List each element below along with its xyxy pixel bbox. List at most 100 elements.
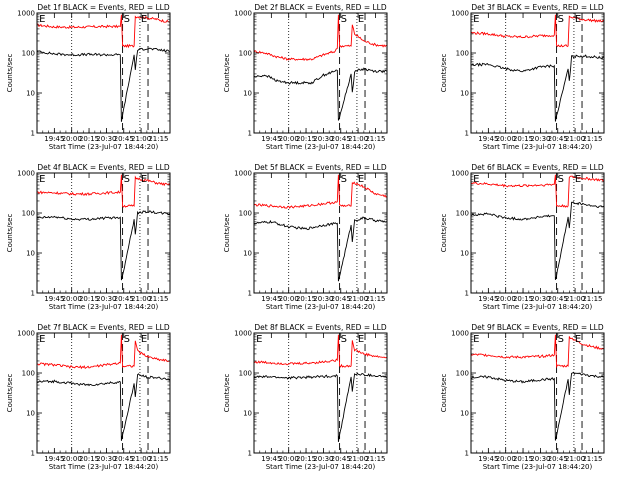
x-tick-label: 20:00: [62, 295, 82, 303]
series-line-events: [253, 372, 388, 442]
x-tick-label: 20:45: [548, 455, 568, 463]
event-marker-label: E: [575, 174, 581, 185]
panel-5: Det 5f BLACK = Events, RED = LLD 1 10 100 10…: [223, 163, 388, 311]
y-tick-label: 10: [460, 250, 469, 258]
y-tick-label: 1000: [451, 170, 469, 178]
panel-3: Det 3f BLACK = Events, RED = LLD 1 10 100 10…: [440, 3, 605, 151]
y-tick-label: 10: [460, 410, 469, 418]
y-tick-label: 1: [465, 130, 469, 138]
y-tick-label: 100: [456, 50, 469, 58]
y-tick-label: 100: [239, 370, 252, 378]
y-axis-label: Counts/sec: [223, 54, 231, 93]
y-tick-label: 1: [31, 290, 35, 298]
y-tick-label: 100: [22, 50, 35, 58]
y-tick-label: 1: [465, 450, 469, 458]
y-axis-label: Counts/sec: [6, 374, 14, 413]
y-tick-label: 1000: [17, 170, 35, 178]
y-tick-label: 1000: [451, 10, 469, 18]
panel-title: Det 1f BLACK = Events, RED = LLD: [37, 3, 170, 12]
event-marker-label: E: [256, 334, 262, 345]
y-tick-label: 10: [26, 410, 35, 418]
y-tick-label: 1000: [234, 10, 252, 18]
x-tick-label: 19:45: [44, 135, 64, 143]
x-tick-label: 20:00: [496, 135, 516, 143]
y-tick-label: 1000: [17, 10, 35, 18]
event-marker-label: S: [124, 174, 130, 185]
y-tick-label: 10: [243, 250, 252, 258]
x-tick-label: 20:15: [513, 135, 533, 143]
x-tick-label: 20:45: [548, 295, 568, 303]
x-tick-label: 20:30: [313, 455, 333, 463]
panel-6: Det 6f BLACK = Events, RED = LLD 1 10 100 10…: [440, 163, 605, 311]
series-line-lld: [37, 14, 171, 49]
x-axis-label: Start Time (23-Jul-07 18:44:20): [266, 143, 376, 151]
event-marker-label: E: [473, 334, 479, 345]
series-line-lld: [253, 334, 388, 368]
event-marker-label: E: [575, 14, 581, 25]
x-tick-label: 21:00: [131, 135, 151, 143]
x-tick-label: 20:30: [530, 295, 550, 303]
y-axis-label: Counts/sec: [6, 54, 14, 93]
series-line-events: [36, 210, 171, 281]
event-marker-label: E: [473, 14, 479, 25]
x-tick-label: 19:45: [44, 295, 64, 303]
y-tick-label: 1000: [234, 330, 252, 338]
x-tick-label: 21:15: [148, 135, 168, 143]
plot-frame: [470, 12, 605, 134]
event-marker-label: E: [358, 334, 364, 345]
series-line-events: [36, 47, 170, 122]
x-tick-label: 21:15: [582, 455, 602, 463]
panel-title: Det 8f BLACK = Events, RED = LLD: [254, 323, 387, 332]
x-tick-label: 20:00: [279, 455, 299, 463]
x-tick-label: 20:15: [513, 295, 533, 303]
panel-4: Det 4f BLACK = Events, RED = LLD 1 10 100 10…: [6, 163, 171, 311]
x-tick-label: 21:00: [348, 135, 368, 143]
x-axis-label: Start Time (23-Jul-07 18:44:20): [483, 463, 593, 471]
plot-frame: [470, 332, 605, 454]
x-tick-label: 21:00: [348, 295, 368, 303]
x-tick-label: 20:45: [114, 295, 134, 303]
event-marker-label: E: [575, 334, 581, 345]
x-tick-label: 20:30: [96, 455, 116, 463]
x-tick-label: 20:30: [96, 135, 116, 143]
y-tick-label: 1: [248, 290, 252, 298]
x-axis-label: Start Time (23-Jul-07 18:44:20): [49, 463, 159, 471]
series-line-events: [253, 67, 388, 121]
x-axis-label: Start Time (23-Jul-07 18:44:20): [483, 303, 593, 311]
event-marker-label: S: [341, 334, 347, 345]
panel-1: Det 1f BLACK = Events, RED = LLD 1 10 100 10…: [6, 3, 171, 151]
event-marker-label: S: [341, 174, 347, 185]
x-tick-label: 20:45: [331, 455, 351, 463]
y-axis-label: Counts/sec: [223, 374, 231, 413]
panel-2: Det 2f BLACK = Events, RED = LLD 1 10 100 10…: [223, 3, 388, 151]
x-tick-label: 21:15: [365, 455, 385, 463]
y-tick-label: 1000: [17, 330, 35, 338]
y-tick-label: 1: [465, 290, 469, 298]
x-tick-label: 20:45: [331, 135, 351, 143]
x-axis-label: Start Time (23-Jul-07 18:44:20): [49, 303, 159, 311]
panel-title: Det 6f BLACK = Events, RED = LLD: [471, 163, 604, 172]
x-tick-label: 19:45: [261, 455, 281, 463]
x-tick-label: 20:30: [96, 295, 116, 303]
event-marker-label: S: [558, 14, 564, 25]
x-tick-label: 19:45: [44, 455, 64, 463]
y-tick-label: 100: [456, 210, 469, 218]
x-tick-label: 20:45: [331, 295, 351, 303]
x-tick-label: 21:15: [365, 135, 385, 143]
x-axis-label: Start Time (23-Jul-07 18:44:20): [266, 463, 376, 471]
x-tick-label: 20:30: [313, 135, 333, 143]
x-tick-label: 20:00: [496, 455, 516, 463]
event-marker-label: E: [358, 174, 364, 185]
event-marker-label: S: [124, 334, 130, 345]
x-tick-label: 19:45: [261, 295, 281, 303]
y-axis-label: Counts/sec: [6, 214, 14, 253]
x-tick-label: 21:15: [582, 295, 602, 303]
y-tick-label: 1: [248, 130, 252, 138]
panel-9: Det 9f BLACK = Events, RED = LLD 1 10 100 10…: [440, 323, 605, 471]
x-tick-label: 20:00: [62, 135, 82, 143]
x-tick-label: 20:45: [114, 455, 134, 463]
panel-title: Det 7f BLACK = Events, RED = LLD: [37, 323, 170, 332]
x-tick-label: 20:15: [296, 295, 316, 303]
